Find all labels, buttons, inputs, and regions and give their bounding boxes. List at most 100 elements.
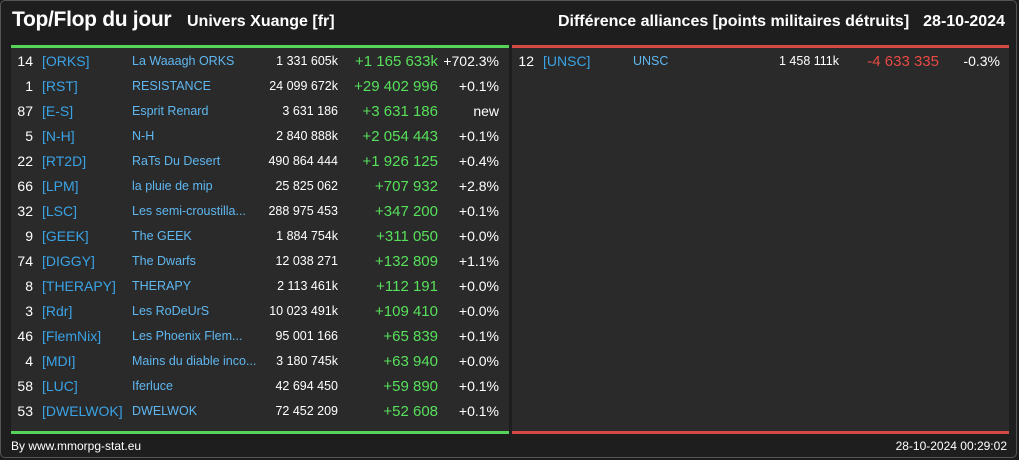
points-cell: 95 001 166 bbox=[275, 329, 338, 343]
difference-cell: +59 890 bbox=[383, 378, 438, 395]
subtitle: Différence alliances [points militaires … bbox=[557, 13, 910, 30]
alliance-row: 87 [E-S] Esprit Renard 3 631 186 +3 631 186 n… bbox=[11, 99, 509, 124]
rank-cell: 3 bbox=[25, 303, 33, 319]
percent-cell: +0.0% bbox=[458, 278, 499, 294]
alliance-tag-link[interactable]: [LPM] bbox=[42, 178, 79, 194]
alliance-name-link[interactable]: Les RoDeUrS bbox=[132, 304, 210, 318]
header: Top/Flop du jour Univers Xuange [fr] Dif… bbox=[1, 1, 1016, 41]
alliance-row: 22 [RT2D] RaTs Du Desert 490 864 444 +1 926 … bbox=[11, 149, 509, 174]
percent-cell: +0.4% bbox=[458, 153, 499, 169]
alliance-tag-link[interactable]: [RT2D] bbox=[42, 153, 87, 169]
alliance-name-link[interactable]: The Dwarfs bbox=[132, 254, 196, 268]
alliance-row: 5 [N-H] N-H 2 840 888k +2 054 443 +0.1% bbox=[11, 124, 509, 149]
alliance-tag-link[interactable]: [ORKS] bbox=[42, 53, 90, 69]
page-title: Top/Flop du jour bbox=[12, 8, 172, 31]
top-panel: 14 [ORKS] La Waaagh ORKS 1 331 605k +1 165 6… bbox=[11, 45, 509, 434]
difference-cell: +52 608 bbox=[383, 403, 438, 420]
rank-cell: 14 bbox=[17, 53, 33, 69]
points-cell: 3 180 745k bbox=[276, 354, 338, 368]
alliance-name-link[interactable]: Les semi-croustilla... bbox=[132, 204, 246, 218]
points-cell: 12 038 271 bbox=[275, 254, 338, 268]
alliance-name-link[interactable]: RESISTANCE bbox=[132, 79, 211, 93]
alliance-tag-link[interactable]: [FlemNix] bbox=[42, 328, 102, 344]
points-cell: 72 452 209 bbox=[275, 404, 338, 418]
percent-cell: +0.1% bbox=[458, 378, 499, 394]
rank-cell: 74 bbox=[17, 253, 33, 269]
alliance-row: 58 [LUC] Iferluce 42 694 450 +59 890 +0.1% bbox=[11, 374, 509, 399]
points-cell: 25 825 062 bbox=[275, 179, 338, 193]
alliance-row: 12 [UNSC] UNSC 1 458 111k -4 633 335 -0.3% bbox=[512, 49, 1009, 74]
alliance-tag-link[interactable]: [DIGGY] bbox=[42, 253, 95, 269]
alliance-tag-link[interactable]: [THERAPY] bbox=[42, 278, 116, 294]
rank-cell: 9 bbox=[25, 228, 33, 244]
alliance-name-link[interactable]: UNSC bbox=[633, 54, 669, 68]
top-panel-bottom-bar bbox=[11, 431, 509, 434]
alliance-name-link[interactable]: Les Phoenix Flem... bbox=[132, 329, 243, 343]
alliance-row: 14 [ORKS] La Waaagh ORKS 1 331 605k +1 165 6… bbox=[11, 49, 509, 74]
alliance-tag-link[interactable]: [N-H] bbox=[42, 128, 75, 144]
points-cell: 1 458 111k bbox=[778, 54, 839, 68]
alliance-tag-link[interactable]: [GEEK] bbox=[42, 228, 89, 244]
percent-cell: +0.1% bbox=[458, 403, 499, 419]
difference-cell: +132 809 bbox=[375, 253, 438, 270]
points-cell: 42 694 450 bbox=[275, 379, 338, 393]
rank-cell: 46 bbox=[17, 328, 33, 344]
flop-panel-bottom-bar bbox=[512, 431, 1009, 434]
points-cell: 1 884 754k bbox=[276, 229, 338, 243]
difference-cell: +707 932 bbox=[375, 178, 438, 195]
universe-label: Univers Xuange [fr] bbox=[187, 13, 335, 30]
points-cell: 2 840 888k bbox=[276, 129, 338, 143]
alliance-tag-link[interactable]: [LSC] bbox=[42, 203, 78, 219]
percent-cell: +2.8% bbox=[458, 178, 499, 194]
alliance-name-link[interactable]: The GEEK bbox=[132, 229, 192, 243]
alliance-name-link[interactable]: N-H bbox=[132, 129, 155, 143]
alliance-row: 32 [LSC] Les semi-croustilla... 288 975 453… bbox=[11, 199, 509, 224]
alliance-name-link[interactable]: Mains du diable inco... bbox=[132, 354, 257, 368]
alliance-name-link[interactable]: la pluie de mip bbox=[132, 179, 213, 193]
alliance-name-link[interactable]: THERAPY bbox=[132, 279, 192, 293]
alliance-row: 8 [THERAPY] THERAPY 2 113 461k +112 191 +0.0% bbox=[11, 274, 509, 299]
percent-cell: +0.0% bbox=[458, 228, 499, 244]
difference-cell: +2 054 443 bbox=[362, 128, 439, 145]
points-cell: 2 113 461k bbox=[277, 279, 338, 293]
alliance-name-link[interactable]: Iferluce bbox=[132, 379, 173, 393]
alliance-tag-link[interactable]: [Rdr] bbox=[42, 303, 73, 319]
points-cell: 288 975 453 bbox=[268, 204, 338, 218]
rank-cell: 53 bbox=[17, 403, 33, 419]
header-date: 28-10-2024 bbox=[923, 13, 1005, 30]
percent-cell: +0.1% bbox=[458, 78, 499, 94]
alliance-name-link[interactable]: RaTs Du Desert bbox=[132, 154, 221, 168]
difference-cell: -4 633 335 bbox=[867, 53, 939, 70]
difference-cell: +112 191 bbox=[376, 278, 438, 295]
percent-cell: +702.3% bbox=[443, 53, 499, 69]
points-cell: 3 631 186 bbox=[282, 104, 338, 118]
percent-cell: +0.1% bbox=[458, 328, 499, 344]
header-right: Différence alliances [points militaires … bbox=[558, 13, 1005, 31]
rank-cell: 1 bbox=[25, 78, 33, 94]
footer-timestamp: 28-10-2024 00:29:02 bbox=[895, 439, 1007, 453]
alliance-row: 4 [MDI] Mains du diable inco... 3 180 745k +… bbox=[11, 349, 509, 374]
alliance-tag-link[interactable]: [RST] bbox=[42, 78, 78, 94]
alliance-row: 9 [GEEK] The GEEK 1 884 754k +311 050 +0.0% bbox=[11, 224, 509, 249]
rank-cell: 22 bbox=[17, 153, 33, 169]
rank-cell: 8 bbox=[25, 278, 33, 294]
alliance-name-link[interactable]: La Waaagh ORKS bbox=[132, 54, 235, 68]
alliance-name-link[interactable]: DWELWOK bbox=[132, 404, 198, 418]
flop-panel: 12 [UNSC] UNSC 1 458 111k -4 633 335 -0.3% bbox=[512, 45, 1009, 434]
alliance-row: 3 [Rdr] Les RoDeUrS 10 023 491k +109 410 +0.0… bbox=[11, 299, 509, 324]
alliance-name-link[interactable]: Esprit Renard bbox=[132, 104, 209, 118]
alliance-tag-link[interactable]: [DWELWOK] bbox=[42, 403, 123, 419]
rank-cell: 32 bbox=[17, 203, 33, 219]
alliance-tag-link[interactable]: [LUC] bbox=[42, 378, 78, 394]
alliance-row: 1 [RST] RESISTANCE 24 099 672k +29 402 996 +0… bbox=[11, 74, 509, 99]
alliance-row: 66 [LPM] la pluie de mip 25 825 062 +707 932… bbox=[11, 174, 509, 199]
alliance-tag-link[interactable]: [E-S] bbox=[42, 103, 74, 119]
alliance-tag-link[interactable]: [MDI] bbox=[42, 353, 76, 369]
difference-cell: +63 940 bbox=[383, 353, 438, 370]
rank-cell: 12 bbox=[518, 53, 534, 69]
alliance-tag-link[interactable]: [UNSC] bbox=[543, 53, 591, 69]
points-cell: 1 331 605k bbox=[276, 54, 338, 68]
rank-cell: 87 bbox=[17, 103, 33, 119]
difference-cell: +1 926 125 bbox=[362, 153, 439, 170]
